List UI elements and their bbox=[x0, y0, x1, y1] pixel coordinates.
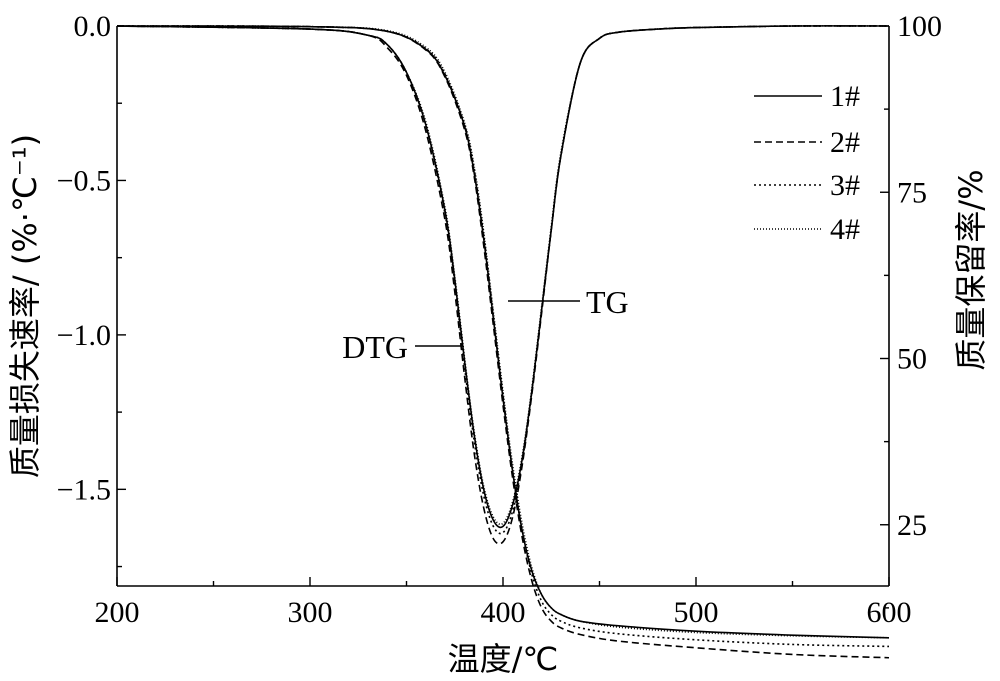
legend-item-1: 1# bbox=[754, 80, 860, 113]
y-left-axis-title: 质量损失速率/ (%·℃⁻¹) bbox=[6, 134, 44, 478]
legend-label-1: 1# bbox=[830, 80, 860, 113]
tg-label: TG bbox=[586, 284, 629, 320]
dtg-annotation: DTG bbox=[342, 329, 462, 365]
y-right-axis-title: 质量保留率/% bbox=[952, 169, 990, 370]
dtg-label: DTG bbox=[342, 329, 408, 365]
legend-label-3: 3# bbox=[830, 169, 860, 202]
legend-item-4: 4# bbox=[754, 213, 860, 246]
legend-label-4: 4# bbox=[830, 213, 860, 246]
y-right-tick-label: 50 bbox=[897, 343, 927, 376]
y-left-tick-label: −1.0 bbox=[57, 319, 111, 352]
tg-series-line-1 bbox=[116, 25, 890, 639]
y-right-tick-label: 75 bbox=[897, 176, 927, 209]
legend-item-3: 3# bbox=[754, 169, 860, 202]
dtg-series-line-3 bbox=[116, 25, 890, 535]
tg-series-line-2 bbox=[116, 25, 890, 659]
y-left-tick-label: −1.5 bbox=[57, 473, 111, 506]
dtg-series-line-1 bbox=[116, 25, 890, 529]
tg-series-line-4 bbox=[116, 25, 890, 639]
x-tick-label: 600 bbox=[867, 596, 912, 629]
y-left-tick-label: −0.5 bbox=[57, 164, 111, 197]
legend-item-2: 2# bbox=[754, 126, 860, 159]
dtg-series-line-4 bbox=[116, 25, 890, 526]
x-tick-label: 200 bbox=[95, 596, 140, 629]
plot-frame bbox=[116, 26, 890, 587]
ticks-layer: 200 300 400 500 600 0.0 −0.5 −1.0 −1.5 100 75 50 25 bbox=[57, 10, 942, 629]
tg-series-line-3 bbox=[116, 25, 890, 648]
y-right-tick-label: 100 bbox=[897, 10, 942, 43]
y-left-tick-label: 0.0 bbox=[74, 10, 112, 43]
curves-layer bbox=[116, 25, 890, 659]
x-tick-label: 500 bbox=[674, 596, 719, 629]
dtg-series-line-2 bbox=[116, 25, 890, 545]
x-tick-label: 300 bbox=[288, 596, 333, 629]
legend: 1# 2# 3# 4# bbox=[754, 80, 860, 246]
x-tick-label: 400 bbox=[481, 596, 526, 629]
tg-annotation: TG bbox=[508, 284, 629, 320]
x-axis-title: 温度/℃ bbox=[448, 640, 559, 678]
legend-label-2: 2# bbox=[830, 126, 860, 159]
y-right-tick-label: 25 bbox=[897, 509, 927, 542]
